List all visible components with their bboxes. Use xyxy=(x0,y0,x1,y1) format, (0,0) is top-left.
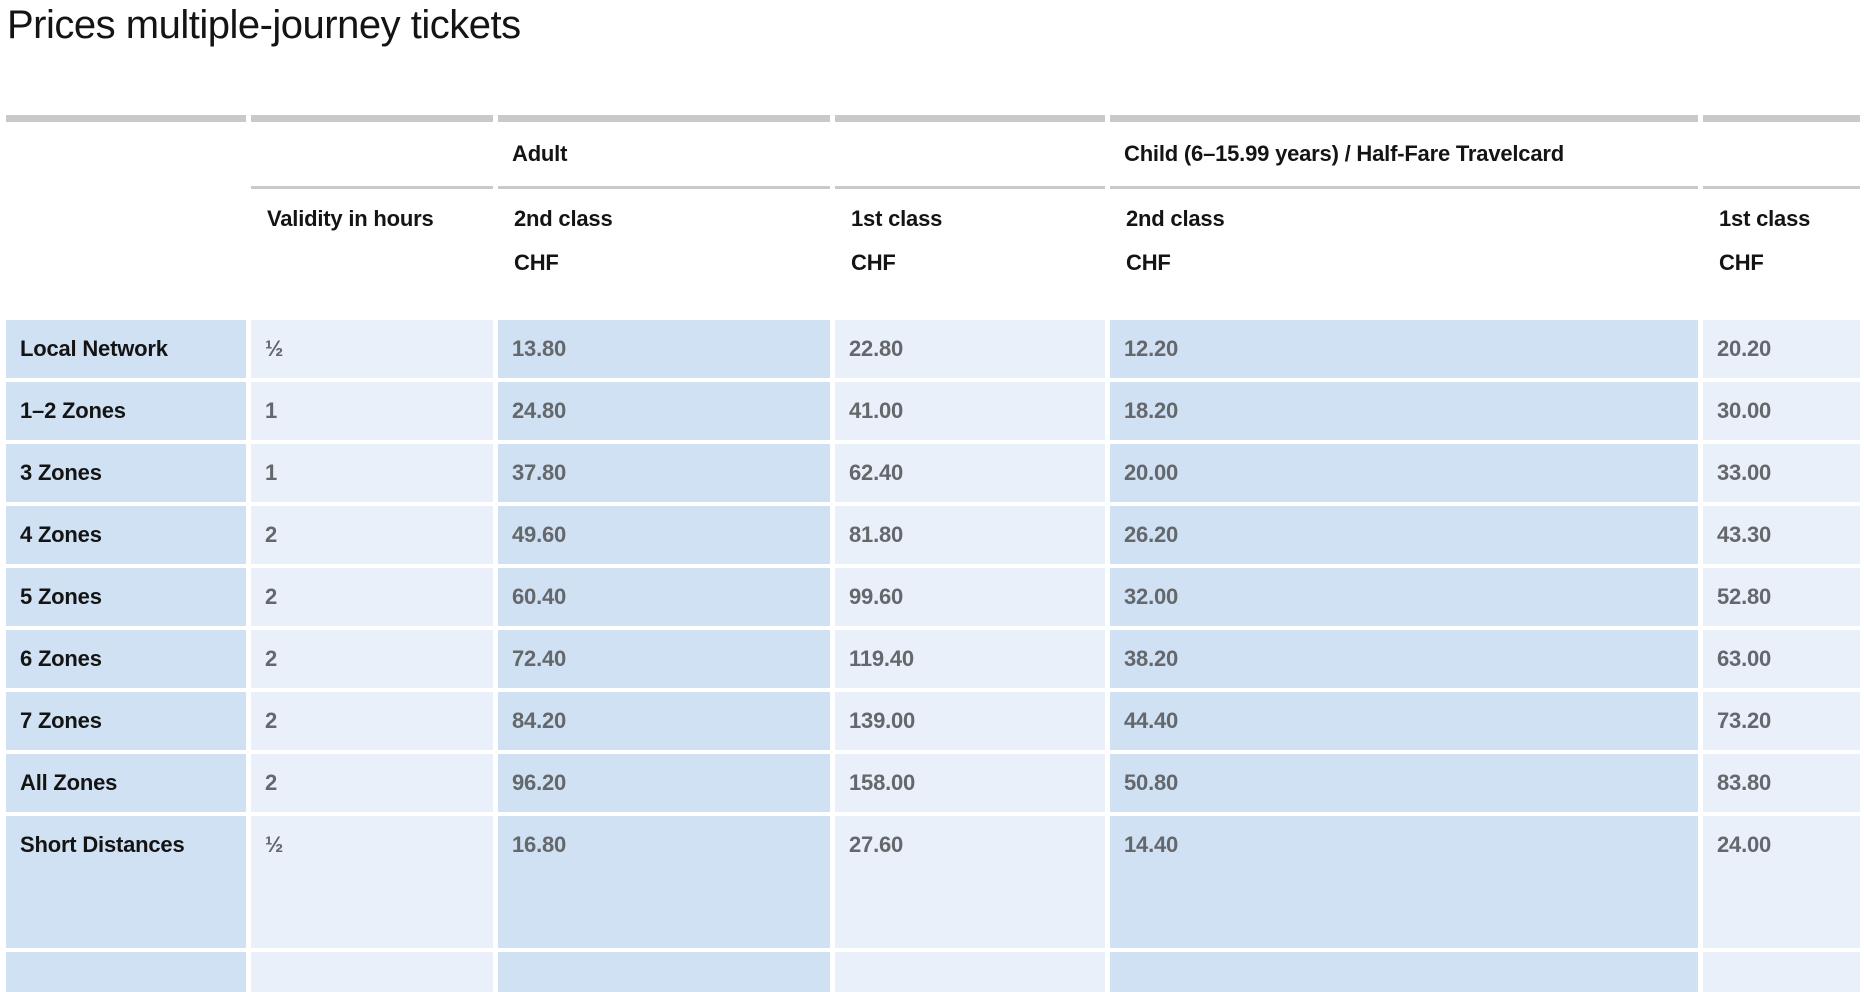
column-header-adult-2nd-class: 2nd class CHF xyxy=(498,193,830,316)
row-label-cell: Local Network xyxy=(6,320,246,378)
top-rule-segment xyxy=(835,115,1105,122)
class-label: 1st class xyxy=(1719,206,1811,231)
group-header-spacer xyxy=(251,126,493,182)
column-header-spacer xyxy=(6,193,246,316)
adult-1st-price-cell: 119.40 xyxy=(835,630,1105,688)
adult-1st-price-cell: 99.60 xyxy=(835,568,1105,626)
header-divider-segment xyxy=(1110,186,1698,189)
column-header-child-1st-class: 1st class CHF xyxy=(1703,193,1860,316)
top-rule-segment xyxy=(1703,115,1860,122)
child-2nd-price-cell: 14.40 xyxy=(1110,816,1698,948)
child-2nd-price-cell: 44.40 xyxy=(1110,692,1698,750)
clipped-row-cell xyxy=(498,952,830,992)
child-2nd-price-cell: 18.20 xyxy=(1110,382,1698,440)
group-header-adult: Adult xyxy=(498,126,1105,182)
row-label-cell: 6 Zones xyxy=(6,630,246,688)
adult-2nd-price-cell: 84.20 xyxy=(498,692,830,750)
currency-label: CHF xyxy=(851,250,896,275)
adult-2nd-price-cell: 72.40 xyxy=(498,630,830,688)
child-1st-price-cell: 30.00 xyxy=(1703,382,1860,440)
row-label-cell: 1–2 Zones xyxy=(6,382,246,440)
adult-1st-price-cell: 158.00 xyxy=(835,754,1105,812)
adult-2nd-price-cell: 24.80 xyxy=(498,382,830,440)
header-divider-segment xyxy=(1703,186,1860,189)
adult-1st-price-cell: 81.80 xyxy=(835,506,1105,564)
top-rule-segment xyxy=(6,115,246,122)
child-2nd-price-cell: 50.80 xyxy=(1110,754,1698,812)
row-label-cell: All Zones xyxy=(6,754,246,812)
child-2nd-price-cell: 12.20 xyxy=(1110,320,1698,378)
fare-table: Adult Child (6–15.99 years) / Half-Fare … xyxy=(6,115,1860,992)
row-label-cell: 5 Zones xyxy=(6,568,246,626)
top-rule-segment xyxy=(498,115,830,122)
clipped-row-cell xyxy=(1703,952,1860,992)
class-label: 2nd class xyxy=(514,206,613,231)
row-label-cell: Short Distances xyxy=(6,816,246,948)
row-label-cell: 7 Zones xyxy=(6,692,246,750)
child-1st-price-cell: 43.30 xyxy=(1703,506,1860,564)
validity-cell: 1 xyxy=(251,444,493,502)
validity-cell: 2 xyxy=(251,630,493,688)
row-label-cell: 3 Zones xyxy=(6,444,246,502)
divider-spacer xyxy=(6,186,246,189)
child-1st-price-cell: 83.80 xyxy=(1703,754,1860,812)
validity-cell: ½ xyxy=(251,816,493,948)
adult-1st-price-cell: 22.80 xyxy=(835,320,1105,378)
group-header-child: Child (6–15.99 years) / Half-Fare Travel… xyxy=(1110,126,1860,182)
column-header-adult-1st-class: 1st class CHF xyxy=(835,193,1105,316)
validity-cell: ½ xyxy=(251,320,493,378)
column-header-child-2nd-class: 2nd class CHF xyxy=(1110,193,1698,316)
column-header-validity: Validity in hours xyxy=(251,193,493,316)
class-label: 1st class xyxy=(851,206,943,231)
group-header-spacer xyxy=(6,126,246,182)
column-header-label: Validity in hours xyxy=(267,206,434,231)
child-2nd-price-cell: 26.20 xyxy=(1110,506,1698,564)
validity-cell: 2 xyxy=(251,692,493,750)
adult-2nd-price-cell: 13.80 xyxy=(498,320,830,378)
child-1st-price-cell: 52.80 xyxy=(1703,568,1860,626)
child-2nd-price-cell: 32.00 xyxy=(1110,568,1698,626)
top-rule-segment xyxy=(251,115,493,122)
header-divider-segment xyxy=(835,186,1105,189)
top-rule-segment xyxy=(1110,115,1698,122)
clipped-row-cell xyxy=(1110,952,1698,992)
clipped-row-cell xyxy=(251,952,493,992)
clipped-row-cell xyxy=(835,952,1105,992)
child-1st-price-cell: 24.00 xyxy=(1703,816,1860,948)
child-1st-price-cell: 33.00 xyxy=(1703,444,1860,502)
adult-2nd-price-cell: 49.60 xyxy=(498,506,830,564)
adult-1st-price-cell: 41.00 xyxy=(835,382,1105,440)
header-divider-segment xyxy=(251,186,493,189)
validity-cell: 2 xyxy=(251,754,493,812)
clipped-row-cell xyxy=(6,952,246,992)
validity-cell: 1 xyxy=(251,382,493,440)
validity-cell: 2 xyxy=(251,506,493,564)
currency-label: CHF xyxy=(514,250,559,275)
child-1st-price-cell: 63.00 xyxy=(1703,630,1860,688)
currency-label: CHF xyxy=(1719,250,1764,275)
adult-2nd-price-cell: 60.40 xyxy=(498,568,830,626)
child-2nd-price-cell: 20.00 xyxy=(1110,444,1698,502)
adult-1st-price-cell: 62.40 xyxy=(835,444,1105,502)
adult-1st-price-cell: 27.60 xyxy=(835,816,1105,948)
child-2nd-price-cell: 38.20 xyxy=(1110,630,1698,688)
row-label-cell: 4 Zones xyxy=(6,506,246,564)
child-1st-price-cell: 20.20 xyxy=(1703,320,1860,378)
validity-cell: 2 xyxy=(251,568,493,626)
child-1st-price-cell: 73.20 xyxy=(1703,692,1860,750)
adult-2nd-price-cell: 96.20 xyxy=(498,754,830,812)
adult-2nd-price-cell: 37.80 xyxy=(498,444,830,502)
adult-2nd-price-cell: 16.80 xyxy=(498,816,830,948)
header-divider-segment xyxy=(498,186,830,189)
class-label: 2nd class xyxy=(1126,206,1225,231)
page-title: Prices multiple-journey tickets xyxy=(7,3,521,47)
adult-1st-price-cell: 139.00 xyxy=(835,692,1105,750)
currency-label: CHF xyxy=(1126,250,1171,275)
